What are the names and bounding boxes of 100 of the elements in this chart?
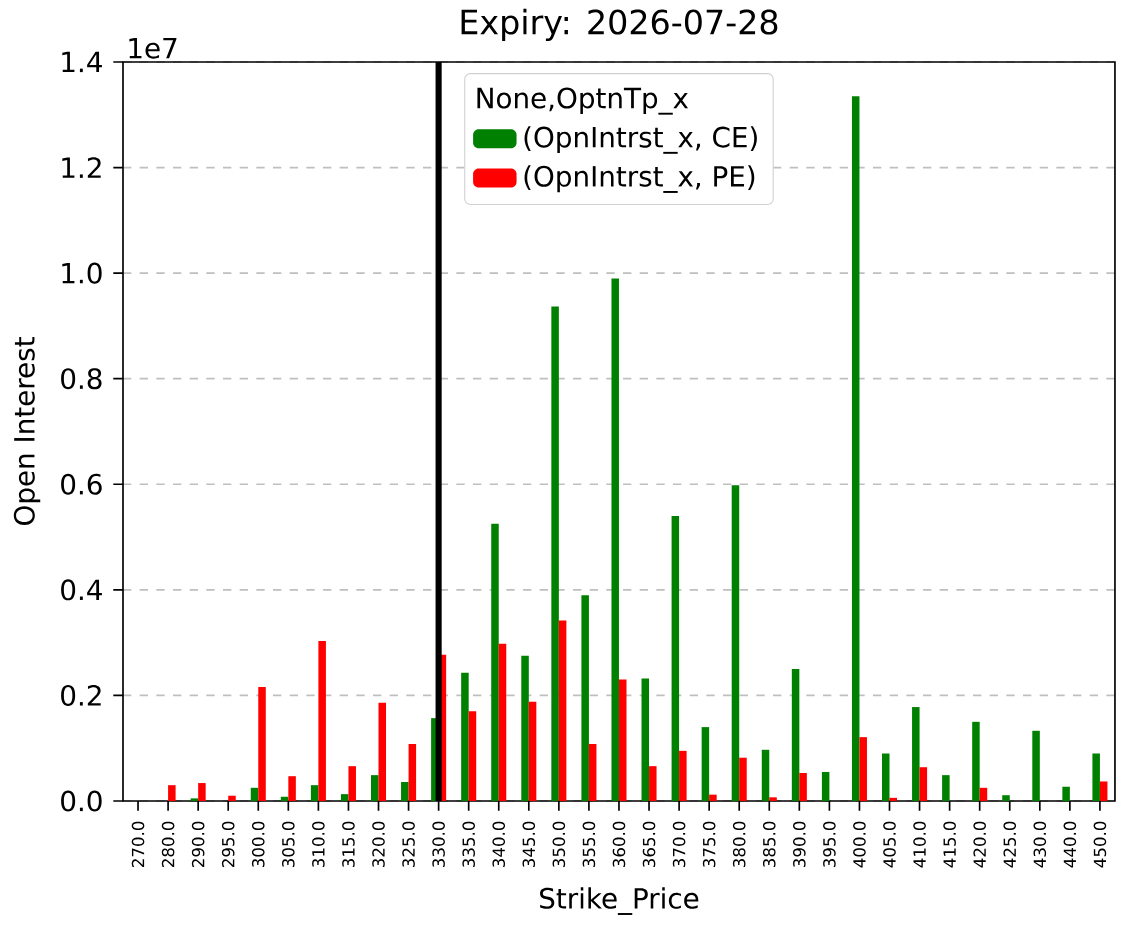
bar (190, 798, 199, 801)
y-tick-label: 0.2 (61, 684, 101, 706)
chart-title: Expiry: 2026-07-28 (461, 8, 778, 42)
bar (1002, 795, 1010, 801)
bar (761, 749, 770, 801)
bar (611, 278, 619, 801)
x-tick-label: 440.0 (1063, 821, 1077, 868)
bar (558, 620, 567, 801)
x-tick-label: 380.0 (732, 821, 746, 867)
bar (649, 766, 657, 801)
x-tick-label: 405.0 (883, 821, 896, 868)
bar (258, 686, 266, 801)
y-tick-label: 0.6 (61, 473, 102, 495)
x-tick-label: 390.0 (793, 821, 806, 867)
x-tick-label: 295.0 (221, 821, 235, 868)
bar (731, 485, 740, 801)
x-tick-label: 320.0 (372, 821, 385, 867)
x-tick-label: 335.0 (462, 821, 475, 867)
x-tick-label: 365.0 (642, 821, 656, 867)
bar (979, 787, 988, 801)
bar (468, 711, 477, 801)
bar (551, 306, 559, 801)
x-tick-label: 300.0 (251, 821, 265, 867)
bar (618, 679, 627, 801)
y-tick-label: 1.0 (62, 262, 102, 284)
x-tick-label: 355.0 (582, 821, 596, 867)
bar (168, 785, 176, 801)
x-tick-label: 305.0 (282, 821, 295, 867)
bar (1092, 753, 1100, 801)
bar (401, 781, 409, 801)
bar (310, 785, 319, 801)
x-tick-label: 290.0 (191, 821, 205, 868)
bar (972, 721, 980, 801)
bar (588, 743, 597, 801)
bar (1032, 730, 1040, 801)
bar (679, 750, 687, 801)
bar (370, 775, 379, 801)
bar (528, 701, 537, 801)
bar (851, 96, 860, 801)
bar (821, 771, 830, 801)
bar (498, 643, 507, 801)
x-tick-label: 350.0 (552, 821, 566, 867)
bar (942, 775, 950, 801)
x-tick-label: 270.0 (131, 821, 145, 868)
bar (378, 702, 387, 801)
legend-title: None,OptnTp_x (477, 87, 689, 115)
bar (491, 523, 499, 801)
y-tick-label: 0.4 (61, 579, 102, 601)
bar (671, 515, 680, 801)
x-tick-label: 410.0 (913, 821, 926, 868)
bar (461, 672, 469, 801)
x-tick-label: 415.0 (943, 821, 956, 868)
text: 1e7 (129, 38, 177, 59)
y-tick-label: 0.8 (61, 368, 102, 390)
legend-label: (OpnIntrst_x, PE) (524, 165, 755, 193)
bar (881, 753, 890, 801)
bar (912, 707, 920, 801)
x-tick-label: 340.0 (492, 821, 506, 867)
bar (641, 678, 650, 801)
bar (709, 794, 717, 801)
bar (340, 794, 349, 801)
bar (701, 727, 710, 801)
bar (408, 743, 417, 801)
bar (288, 776, 296, 801)
y-tick-label: 0.0 (61, 790, 102, 812)
bar (799, 773, 807, 801)
x-tick-label: 310.0 (312, 821, 325, 867)
bar (739, 757, 747, 801)
x-tick-label: 400.0 (853, 821, 866, 868)
x-tick-label: 370.0 (672, 821, 686, 867)
y-axis-title: Open Interest (13, 337, 41, 525)
y-tick-label: 1.2 (62, 157, 101, 178)
x-tick-label: 425.0 (1003, 821, 1017, 868)
bar (250, 787, 259, 801)
x-tick-label: 315.0 (342, 821, 355, 867)
x-tick-label: 385.0 (762, 821, 776, 867)
bar (859, 737, 867, 801)
bar (919, 767, 928, 801)
x-tick-label: 430.0 (1033, 821, 1047, 868)
x-tick-label: 330.0 (432, 821, 445, 867)
x-tick-label: 420.0 (973, 821, 986, 868)
bar (228, 795, 236, 801)
legend-label: (OpnIntrst_x, CE) (524, 126, 757, 154)
x-tick-label: 450.0 (1093, 821, 1107, 868)
x-tick-label: 395.0 (823, 821, 836, 867)
bar (791, 669, 800, 801)
x-tick-label: 325.0 (402, 821, 415, 867)
bar (348, 766, 356, 801)
x-tick-label: 375.0 (702, 821, 716, 867)
bar (769, 797, 777, 801)
bar (318, 641, 326, 801)
x-tick-label: 345.0 (522, 821, 536, 867)
bar (521, 655, 529, 801)
bar (198, 783, 206, 801)
bar (1062, 786, 1070, 801)
x-tick-label: 360.0 (612, 821, 626, 867)
x-axis-title: Strike_Price (540, 887, 699, 915)
y-tick-label: 1.4 (62, 51, 102, 73)
bar (581, 595, 589, 801)
bar (1099, 781, 1108, 801)
